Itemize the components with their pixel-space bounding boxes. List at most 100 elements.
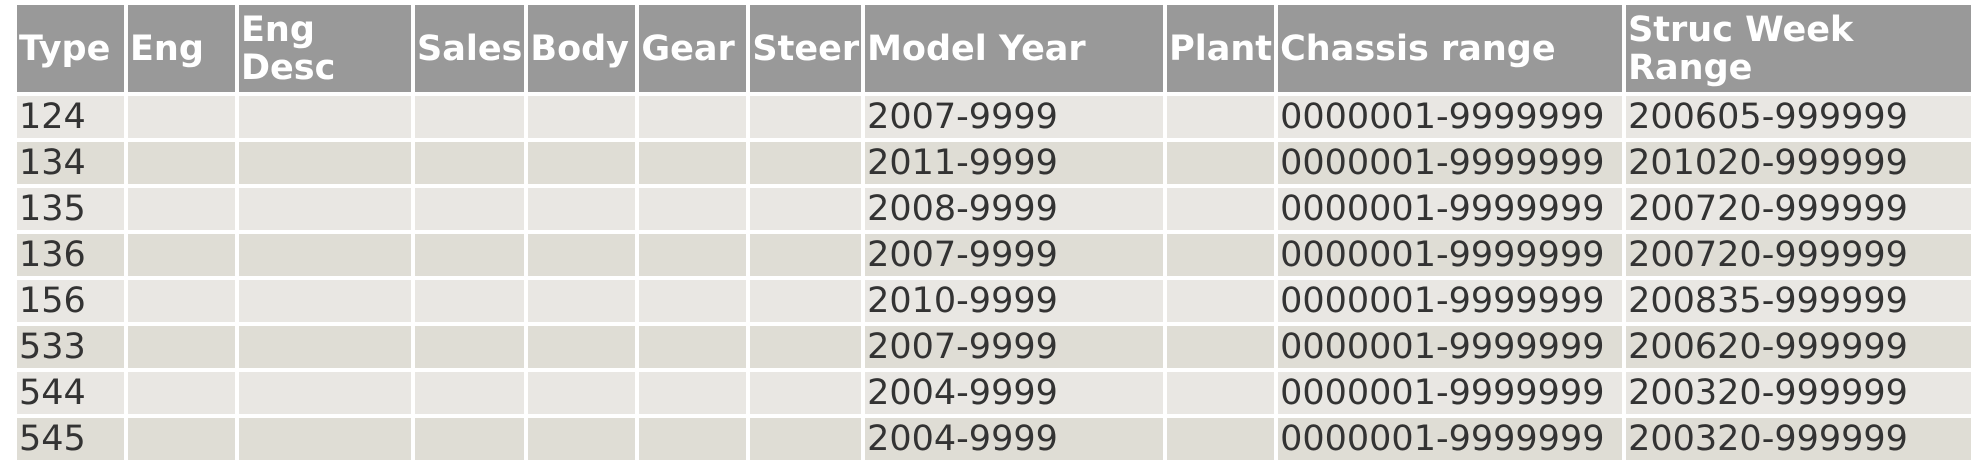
table-row: 135 2008-9999 0000001-9999999 200720-999999 [17, 188, 1972, 230]
cell-steer [750, 326, 862, 368]
cell-model-year: 2007-9999 [865, 96, 1164, 138]
cell-sales [415, 188, 525, 230]
cell-struc-week-range: 201020-999999 [1626, 142, 1972, 184]
header-row: Type Eng Eng Desc Sales Body Gear Steer … [17, 5, 1972, 92]
cell-gear [639, 372, 747, 414]
cell-struc-week-range: 200320-999999 [1626, 372, 1972, 414]
cell-chassis-range: 0000001-9999999 [1278, 280, 1623, 322]
cell-sales [415, 418, 525, 460]
header-plant: Plant [1167, 5, 1275, 92]
cell-model-year: 2007-9999 [865, 326, 1164, 368]
cell-type: 545 [17, 418, 124, 460]
cell-chassis-range: 0000001-9999999 [1278, 96, 1623, 138]
table-row: 124 2007-9999 0000001-9999999 200605-999999 [17, 96, 1972, 138]
cell-type: 124 [17, 96, 124, 138]
cell-plant [1167, 280, 1275, 322]
cell-chassis-range: 0000001-9999999 [1278, 418, 1623, 460]
cell-body [528, 326, 636, 368]
header-sales: Sales [415, 5, 525, 92]
cell-steer [750, 280, 862, 322]
cell-steer [750, 96, 862, 138]
header-body: Body [528, 5, 636, 92]
cell-gear [639, 234, 747, 276]
cell-body [528, 418, 636, 460]
header-steer: Steer [750, 5, 862, 92]
cell-eng [128, 234, 235, 276]
cell-gear [639, 188, 747, 230]
cell-steer [750, 142, 862, 184]
cell-struc-week-range: 200720-999999 [1626, 188, 1972, 230]
cell-struc-week-range: 200835-999999 [1626, 280, 1972, 322]
cell-type: 134 [17, 142, 124, 184]
cell-struc-week-range: 200720-999999 [1626, 234, 1972, 276]
cell-plant [1167, 326, 1275, 368]
cell-eng-desc [239, 418, 411, 460]
cell-gear [639, 280, 747, 322]
cell-type: 544 [17, 372, 124, 414]
vehicle-type-table-container: Type Eng Eng Desc Sales Body Gear Steer … [17, 5, 1972, 460]
cell-eng-desc [239, 372, 411, 414]
cell-sales [415, 326, 525, 368]
cell-eng [128, 418, 235, 460]
cell-plant [1167, 142, 1275, 184]
cell-type: 135 [17, 188, 124, 230]
cell-struc-week-range: 200605-999999 [1626, 96, 1972, 138]
cell-steer [750, 418, 862, 460]
cell-sales [415, 280, 525, 322]
cell-sales [415, 142, 525, 184]
header-chassis-range: Chassis range [1278, 5, 1623, 92]
cell-body [528, 234, 636, 276]
table-row: 156 2010-9999 0000001-9999999 200835-999999 [17, 280, 1972, 322]
cell-model-year: 2004-9999 [865, 418, 1164, 460]
cell-gear [639, 326, 747, 368]
cell-model-year: 2010-9999 [865, 280, 1164, 322]
table-row: 545 2004-9999 0000001-9999999 200320-999999 [17, 418, 1972, 460]
cell-eng [128, 372, 235, 414]
table-row: 544 2004-9999 0000001-9999999 200320-999999 [17, 372, 1972, 414]
cell-struc-week-range: 200620-999999 [1626, 326, 1972, 368]
cell-gear [639, 142, 747, 184]
cell-type: 136 [17, 234, 124, 276]
cell-eng [128, 188, 235, 230]
vehicle-type-table: Type Eng Eng Desc Sales Body Gear Steer … [13, 1, 1975, 464]
cell-plant [1167, 372, 1275, 414]
cell-type: 156 [17, 280, 124, 322]
cell-steer [750, 188, 862, 230]
cell-eng-desc [239, 326, 411, 368]
header-type: Type [17, 5, 124, 92]
cell-plant [1167, 96, 1275, 138]
cell-eng-desc [239, 142, 411, 184]
header-struc-week-range: Struc Week Range [1626, 5, 1972, 92]
table-body: 124 2007-9999 0000001-9999999 200605-999999… [17, 96, 1972, 460]
cell-steer [750, 234, 862, 276]
cell-gear [639, 96, 747, 138]
cell-eng-desc [239, 280, 411, 322]
cell-model-year: 2011-9999 [865, 142, 1164, 184]
cell-eng-desc [239, 188, 411, 230]
header-eng: Eng [128, 5, 235, 92]
cell-plant [1167, 188, 1275, 230]
header-gear: Gear [639, 5, 747, 92]
cell-body [528, 372, 636, 414]
cell-plant [1167, 234, 1275, 276]
cell-eng [128, 142, 235, 184]
cell-eng-desc [239, 96, 411, 138]
cell-steer [750, 372, 862, 414]
header-model-year: Model Year [865, 5, 1164, 92]
cell-body [528, 96, 636, 138]
table-row: 533 2007-9999 0000001-9999999 200620-999999 [17, 326, 1972, 368]
table-row: 136 2007-9999 0000001-9999999 200720-999999 [17, 234, 1972, 276]
cell-chassis-range: 0000001-9999999 [1278, 142, 1623, 184]
cell-eng [128, 326, 235, 368]
cell-body [528, 280, 636, 322]
cell-model-year: 2008-9999 [865, 188, 1164, 230]
cell-chassis-range: 0000001-9999999 [1278, 188, 1623, 230]
cell-eng [128, 280, 235, 322]
cell-sales [415, 96, 525, 138]
cell-type: 533 [17, 326, 124, 368]
cell-eng-desc [239, 234, 411, 276]
header-eng-desc: Eng Desc [239, 5, 411, 92]
cell-sales [415, 372, 525, 414]
cell-chassis-range: 0000001-9999999 [1278, 326, 1623, 368]
cell-body [528, 188, 636, 230]
